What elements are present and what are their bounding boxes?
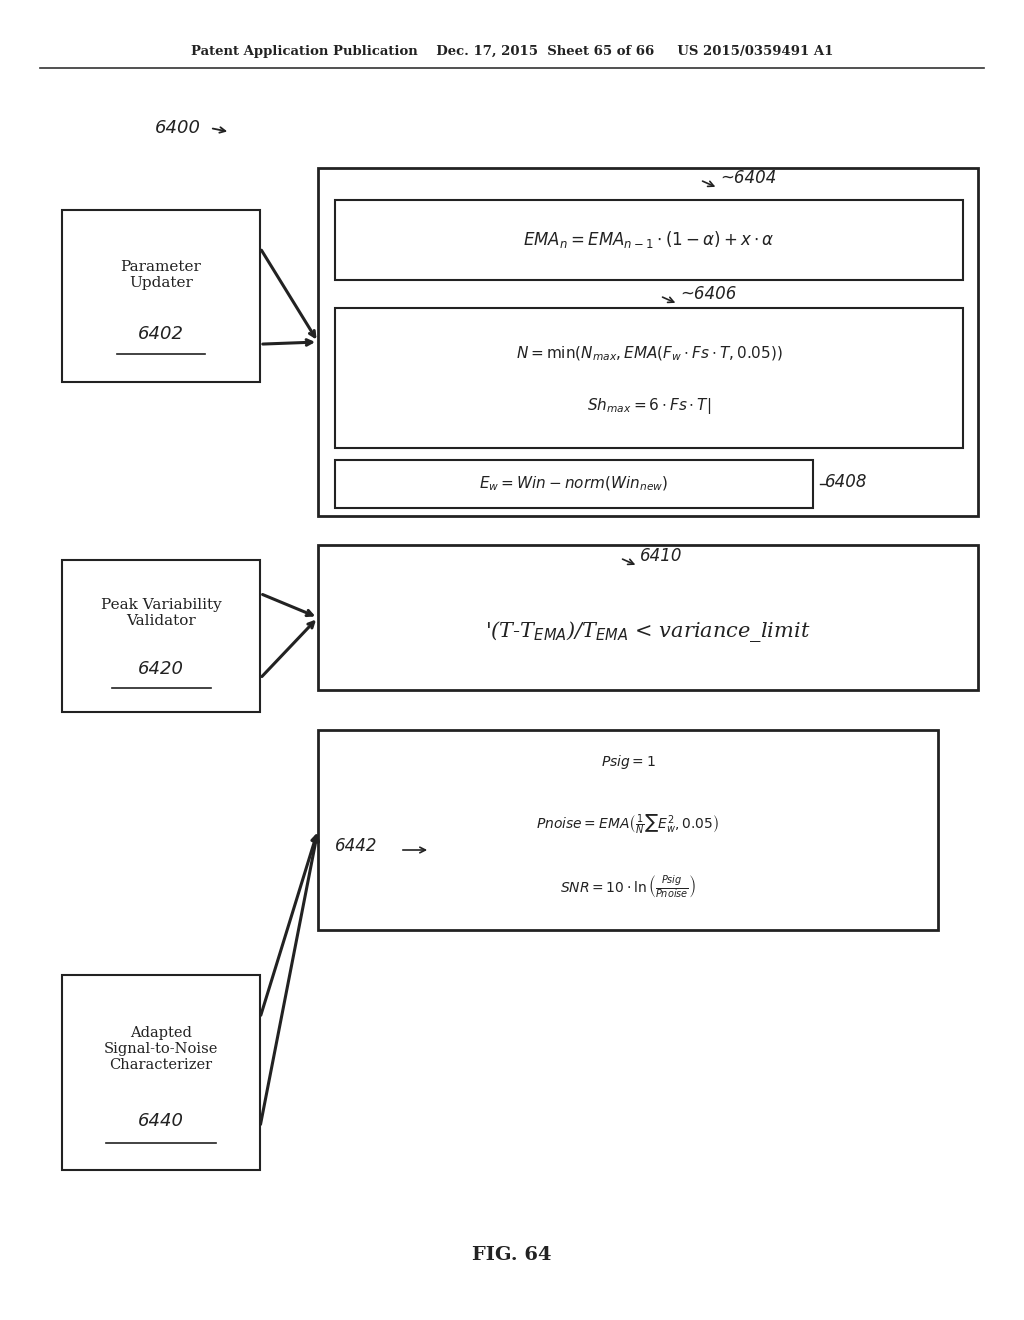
Text: 6402: 6402 bbox=[138, 325, 184, 343]
Text: Patent Application Publication    Dec. 17, 2015  Sheet 65 of 66     US 2015/0359: Patent Application Publication Dec. 17, … bbox=[190, 45, 834, 58]
FancyBboxPatch shape bbox=[318, 168, 978, 516]
Text: $Pnoise = EMA\left(\frac{1}{N}\sum E_w^2, 0.05\right)$: $Pnoise = EMA\left(\frac{1}{N}\sum E_w^2… bbox=[537, 812, 720, 836]
Text: $Sh_{max} = 6 \cdot Fs \cdot T|$: $Sh_{max} = 6 \cdot Fs \cdot T|$ bbox=[587, 396, 711, 416]
Text: 6420: 6420 bbox=[138, 660, 184, 678]
Text: Peak Variability
Validator: Peak Variability Validator bbox=[100, 598, 221, 628]
Text: $EMA_n = EMA_{n-1} \cdot (1 - \alpha) + x \cdot \alpha$: $EMA_n = EMA_{n-1} \cdot (1 - \alpha) + … bbox=[523, 230, 775, 251]
FancyBboxPatch shape bbox=[62, 210, 260, 381]
Text: $E_w = Win - norm(Win_{new})$: $E_w = Win - norm(Win_{new})$ bbox=[479, 475, 669, 494]
FancyBboxPatch shape bbox=[318, 730, 938, 931]
FancyBboxPatch shape bbox=[62, 975, 260, 1170]
FancyBboxPatch shape bbox=[335, 459, 813, 508]
Text: $N = \min(N_{max}, EMA(F_w \cdot Fs \cdot T, 0.05))$: $N = \min(N_{max}, EMA(F_w \cdot Fs \cdo… bbox=[516, 345, 782, 363]
FancyBboxPatch shape bbox=[335, 308, 963, 447]
Text: Adapted
Signal-to-Noise
Characterizer: Adapted Signal-to-Noise Characterizer bbox=[103, 1026, 218, 1072]
Text: Parameter
Updater: Parameter Updater bbox=[121, 260, 202, 290]
FancyBboxPatch shape bbox=[335, 201, 963, 280]
Text: $Psig = 1$: $Psig = 1$ bbox=[600, 752, 655, 771]
Text: ~6406: ~6406 bbox=[680, 285, 736, 304]
Text: 6440: 6440 bbox=[138, 1113, 184, 1130]
FancyBboxPatch shape bbox=[318, 545, 978, 690]
Text: ~6404: ~6404 bbox=[720, 169, 776, 187]
Text: 6442: 6442 bbox=[335, 837, 378, 855]
Text: $SNR = 10 \cdot \ln\left(\frac{Psig}{Pnoise}\right)$: $SNR = 10 \cdot \ln\left(\frac{Psig}{Pno… bbox=[560, 873, 696, 899]
FancyBboxPatch shape bbox=[62, 560, 260, 711]
Text: 6408: 6408 bbox=[825, 473, 867, 491]
Text: FIG. 64: FIG. 64 bbox=[472, 1246, 552, 1265]
Text: '(T-T$_{EMA}$)/T$_{EMA}$ < variance_limit: '(T-T$_{EMA}$)/T$_{EMA}$ < variance_limi… bbox=[485, 619, 811, 644]
Text: 6400: 6400 bbox=[155, 119, 201, 137]
Text: 6410: 6410 bbox=[640, 546, 683, 565]
